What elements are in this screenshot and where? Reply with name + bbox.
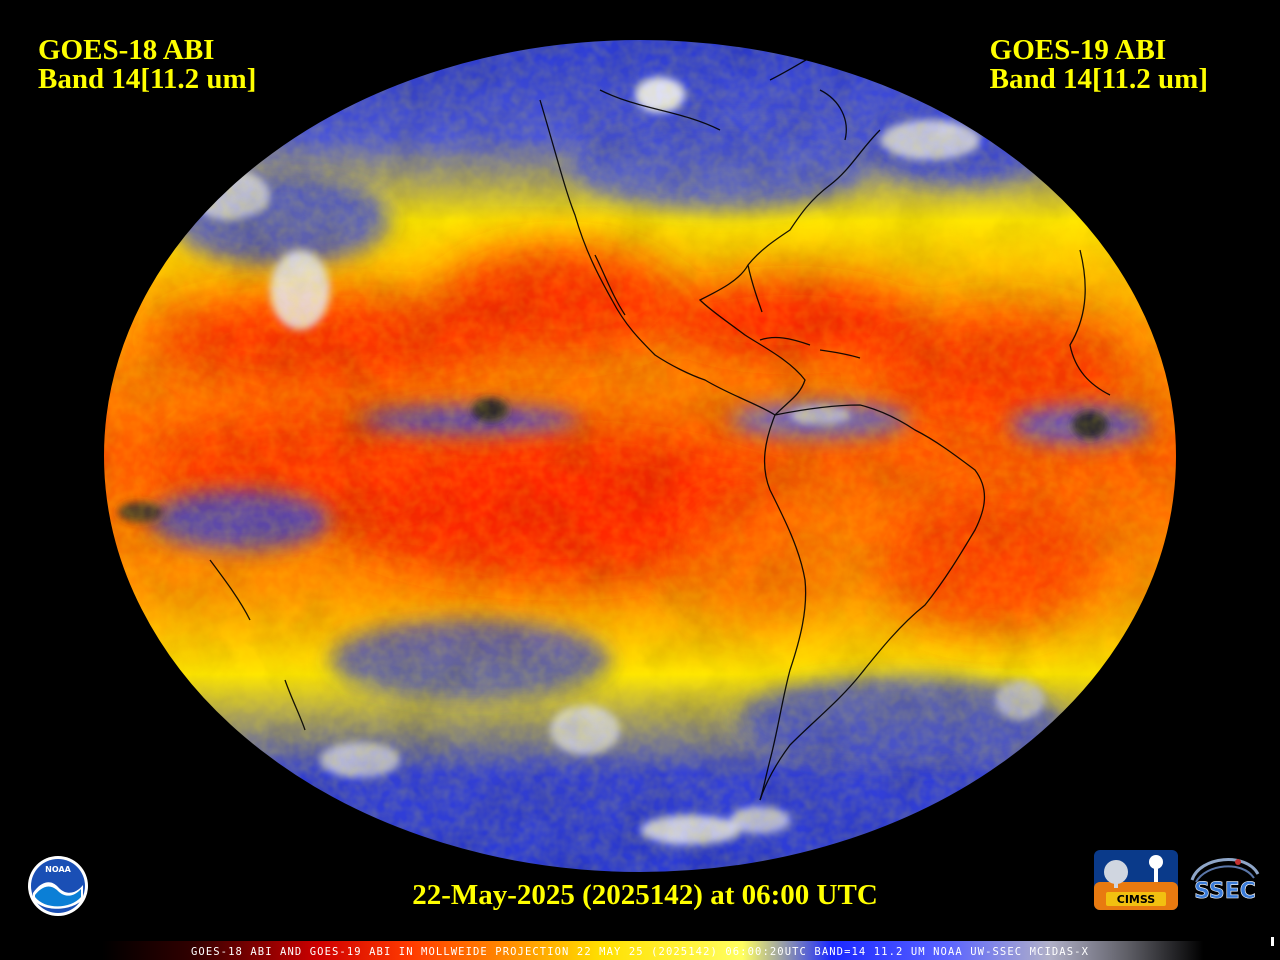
- cimss-logo-text: CIMSS: [1117, 893, 1156, 906]
- ir-imagery: [103, 39, 1177, 873]
- ssec-logo-text: SSEC: [1194, 879, 1256, 904]
- date-stamp: 22-May-2025 (2025142) at 06:00 UTC: [412, 879, 878, 911]
- right-title-line2: Band 14[11.2 um]: [989, 63, 1208, 95]
- left-title-line1: GOES-18 ABI: [38, 34, 215, 66]
- left-title-line2: Band 14[11.2 um]: [38, 63, 257, 95]
- colorbar-strip: [0, 941, 1280, 960]
- cimss-logo: CIMSS: [1094, 850, 1178, 910]
- right-title-line1: GOES-19 ABI: [989, 34, 1167, 66]
- coastlines: [209, 54, 1111, 801]
- noaa-logo-text: NOAA: [45, 865, 71, 874]
- ssec-logo: SSEC: [1190, 858, 1260, 904]
- footer-caption: GOES-18 ABI AND GOES-19 ABI IN MOLLWEIDE…: [190, 946, 1089, 958]
- noaa-logo: NOAA: [28, 856, 88, 916]
- corner-tick-mark: [1271, 937, 1274, 946]
- right-satellite-title: GOES-19 ABI Band 14[11.2 um]: [990, 36, 1208, 94]
- left-satellite-title: GOES-18 ABI Band 14[11.2 um]: [38, 36, 256, 94]
